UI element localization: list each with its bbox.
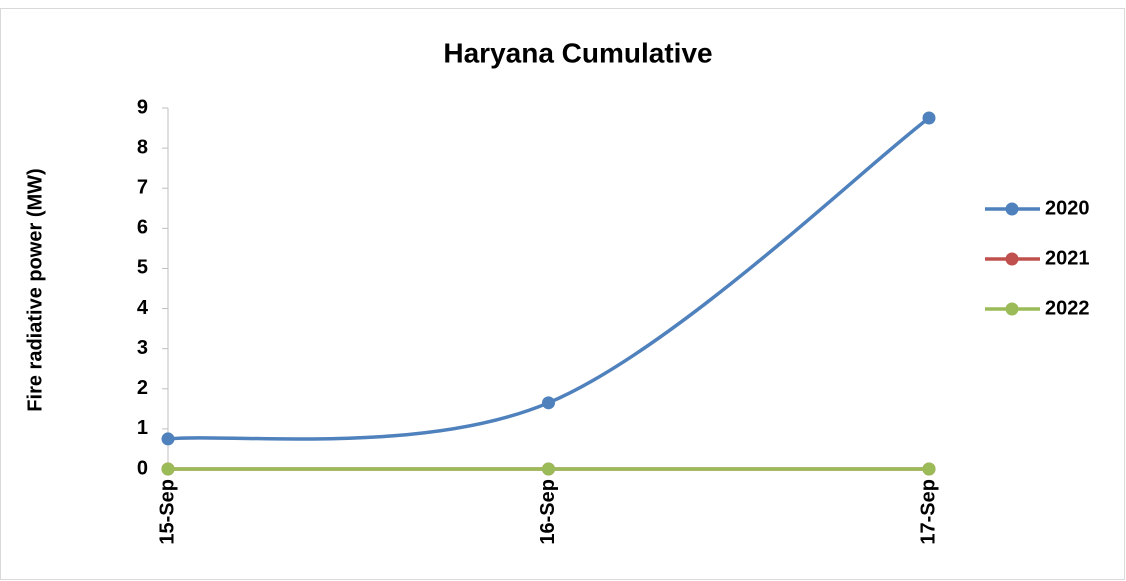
y-tick-label: 0 xyxy=(137,457,148,479)
y-tick-label: 3 xyxy=(137,337,148,359)
chart-title: Haryana Cumulative xyxy=(443,37,712,68)
y-tick-label: 4 xyxy=(137,297,149,319)
x-tick-label: 17-Sep xyxy=(917,479,939,545)
data-point xyxy=(542,462,555,476)
data-point xyxy=(161,432,175,446)
chart-frame xyxy=(0,8,1125,580)
legend-label: 2020 xyxy=(1045,197,1090,219)
x-tick-label: 15-Sep xyxy=(156,479,178,545)
x-tick-label: 16-Sep xyxy=(537,479,559,545)
legend-marker xyxy=(1005,252,1019,266)
data-point xyxy=(922,111,936,125)
data-point xyxy=(542,396,555,410)
y-tick-label: 9 xyxy=(137,96,148,118)
y-tick-label: 7 xyxy=(137,177,148,199)
y-tick-label: 5 xyxy=(137,257,148,279)
y-tick-label: 2 xyxy=(137,377,148,399)
y-axis-label: Fire radiative power (MW) xyxy=(24,168,46,411)
y-tick-label: 8 xyxy=(137,136,148,158)
legend-marker xyxy=(1005,202,1019,216)
legend-label: 2022 xyxy=(1045,297,1090,319)
data-point xyxy=(161,462,175,476)
data-point xyxy=(922,462,936,476)
legend-label: 2021 xyxy=(1045,247,1090,269)
y-tick-label: 1 xyxy=(137,417,148,439)
legend-marker xyxy=(1005,302,1019,316)
y-tick-label: 6 xyxy=(137,217,148,239)
